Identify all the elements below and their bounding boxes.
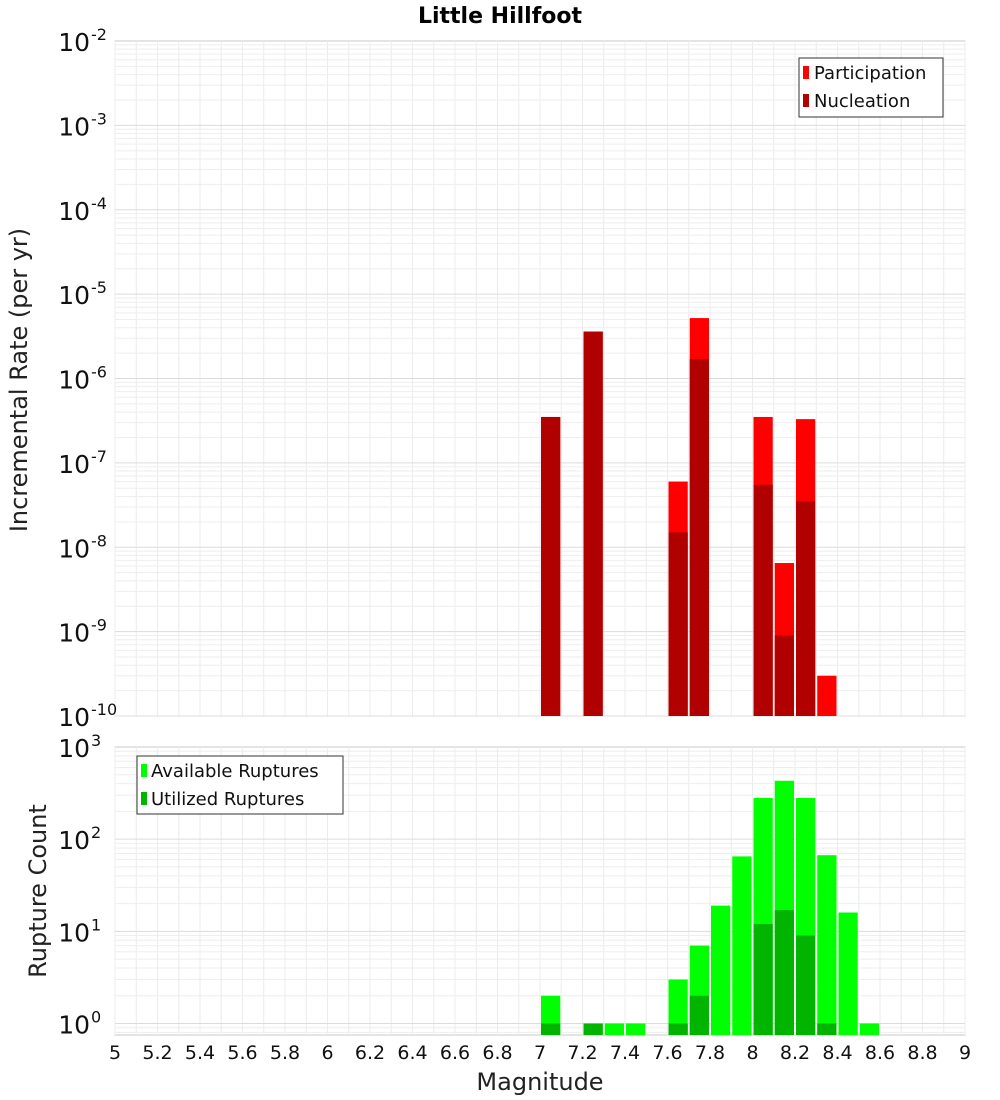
count-series-0-bar [626, 1023, 646, 1035]
legend-label-participation: Participation [814, 63, 926, 84]
bottom-legend: Available Ruptures Utilized Ruptures [136, 755, 344, 815]
count-series-1-bar [583, 1023, 603, 1035]
legend-swatch-participation [803, 66, 809, 79]
chart-title: Little Hillfoot [418, 4, 583, 29]
x-tick-label: 9 [959, 1042, 971, 1064]
count-series-0-bar [604, 1023, 624, 1035]
top-bars [541, 318, 837, 716]
count-series-1-bar [753, 924, 773, 1035]
top-y-tick-base: 10 [58, 112, 90, 141]
top-y-tick-exponent: -7 [91, 447, 107, 466]
top-y-tick-base: 10 [58, 281, 90, 310]
count-series-0-bar [838, 912, 858, 1035]
top-y-tick-exponent: -6 [91, 363, 107, 382]
legend-label-available: Available Ruptures [151, 761, 319, 782]
count-series-1-bar [796, 935, 816, 1035]
bottom-y-tick-exponent: 2 [91, 823, 101, 842]
x-tick-label: 7.2 [567, 1042, 597, 1064]
top-y-tick-base: 10 [58, 619, 90, 648]
x-tick-label: 5.2 [142, 1042, 172, 1064]
x-tick-label: 5.4 [185, 1042, 215, 1064]
bottom-y-tick-exponent: 0 [91, 1007, 101, 1026]
bottom-y-tick-base: 10 [58, 826, 90, 855]
count-series-1-bar [689, 995, 709, 1035]
rate-series-1-bar [753, 484, 773, 716]
count-series-1-bar [668, 1023, 688, 1035]
rate-series-1-bar [668, 532, 688, 716]
top-y-tick-exponent: -3 [91, 109, 107, 128]
x-tick-label: 8 [746, 1042, 758, 1064]
x-axis-title: Magnitude [476, 1068, 603, 1096]
bottom-legend-box [136, 755, 344, 815]
legend-label-utilized: Utilized Ruptures [151, 789, 304, 810]
legend-swatch-available [141, 764, 147, 777]
top-legend: Participation Nucleation [798, 57, 944, 118]
legend-label-nucleation: Nucleation [814, 91, 910, 112]
top-legend-box [798, 57, 944, 118]
x-tick-label: 7 [534, 1042, 546, 1064]
rate-series-1-bar [689, 359, 709, 716]
bottom-bars [541, 780, 879, 1035]
rate-series-0-bar [817, 675, 837, 716]
rate-series-1-bar [796, 501, 816, 716]
x-tick-label: 7.8 [695, 1042, 725, 1064]
count-series-0-bar [817, 855, 837, 1035]
top-y-tick-exponent: -5 [91, 278, 107, 297]
x-tick-label: 6.6 [440, 1042, 470, 1064]
x-tick-label: 7.6 [652, 1042, 682, 1064]
x-tick-label: 8.4 [822, 1042, 852, 1064]
x-tick-label: 5 [109, 1042, 121, 1064]
bottom-y-tick-base: 10 [58, 918, 90, 947]
count-series-1-bar [541, 1023, 561, 1035]
top-y-axis-title: Incremental Rate (per yr) [5, 228, 33, 532]
top-y-tick-exponent: -9 [91, 616, 107, 635]
top-y-tick-base: 10 [58, 703, 90, 732]
count-series-0-bar [668, 979, 688, 1035]
x-tick-label: 6.8 [482, 1042, 512, 1064]
bottom-y-tick-exponent: 1 [91, 915, 101, 934]
top-y-tick-base: 10 [58, 534, 90, 563]
top-y-tick-exponent: -8 [91, 531, 107, 550]
rate-series-1-bar [541, 416, 561, 716]
bottom-y-tick-exponent: 3 [91, 731, 101, 750]
x-tick-label: 6.4 [397, 1042, 427, 1064]
bottom-y-tick-base: 10 [58, 734, 90, 763]
top-y-tick-exponent: -10 [91, 700, 117, 719]
top-gridlines [114, 41, 966, 717]
count-series-0-bar [859, 1023, 879, 1035]
x-tick-label: 8.8 [907, 1042, 937, 1064]
x-tick-label: 8.2 [780, 1042, 810, 1064]
top-y-tick-exponent: -4 [91, 194, 107, 213]
x-tick-labels: 5 5.2 5.4 5.6 5.8 6 6.2 6.4 6.6 6.8 7 7.2 7.4 7.6 7.8 8… [109, 1042, 971, 1064]
top-y-tick-base: 10 [58, 450, 90, 479]
bottom-y-axis-title: Rupture Count [24, 804, 52, 978]
rate-series-1-bar [583, 331, 603, 716]
legend-swatch-nucleation [803, 94, 809, 107]
top-y-tick-base: 10 [58, 28, 90, 57]
x-tick-label: 7.4 [610, 1042, 640, 1064]
rate-series-1-bar [774, 635, 794, 716]
count-series-0-bar [711, 905, 731, 1035]
top-y-tick-base: 10 [58, 197, 90, 226]
count-series-0-bar [732, 856, 752, 1035]
count-series-1-bar [817, 1023, 837, 1035]
x-tick-label: 5.8 [270, 1042, 300, 1064]
bottom-y-tick-base: 10 [58, 1010, 90, 1039]
top-y-tick-base: 10 [58, 366, 90, 395]
top-y-tick-exponent: -2 [91, 25, 107, 44]
x-tick-label: 6.2 [355, 1042, 385, 1064]
legend-swatch-utilized [141, 792, 147, 805]
x-tick-label: 8.6 [865, 1042, 895, 1064]
x-tick-label: 5.6 [227, 1042, 257, 1064]
count-series-1-bar [774, 910, 794, 1035]
x-tick-label: 6 [321, 1042, 333, 1064]
